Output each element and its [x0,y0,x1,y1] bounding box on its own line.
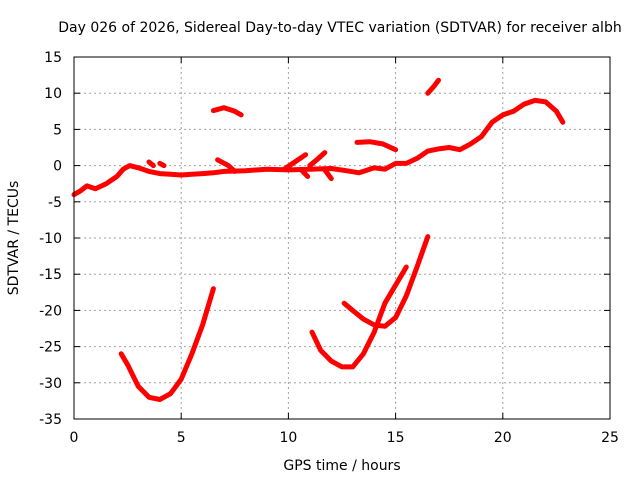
series-segment-e [307,150,328,169]
y-tick-label: 5 [53,122,62,138]
series-segment-h [215,157,238,174]
chart-title: Day 026 of 2026, Sidereal Day-to-day VTE… [58,20,621,36]
grid-lines [74,57,610,419]
y-tick-label: -15 [39,267,62,283]
series-main-trace [71,97,566,198]
x-tick-label: 0 [70,430,79,446]
series-arc-3 [341,234,431,329]
y-tick-label: -25 [39,340,62,356]
x-tick-label: 5 [177,430,186,446]
x-axis-label: GPS time / hours [283,458,400,474]
y-tick-label: 10 [44,86,62,102]
x-tick-label: 20 [494,430,512,446]
axis-ticks [73,56,611,420]
y-tick-label: -20 [39,303,62,319]
series-segment-c [354,139,399,153]
series-segment-d [281,152,309,172]
y-tick-label: 15 [44,50,62,66]
data-series [71,77,566,402]
series-segment-b [425,77,441,96]
x-tick-label: 25 [601,430,619,446]
series-segment-f [298,167,311,179]
y-tick-label: -10 [39,231,62,247]
tick-labels: 0 5 10 15 20 25 -35 -30 -25 -20 -15 -10 -5 0 5 10 15 [39,50,619,446]
x-tick-label: 15 [387,430,405,446]
series-arc-2 [309,264,409,370]
y-tick-label: -30 [39,376,62,392]
y-tick-label: -35 [39,412,62,428]
series-arc-1 [118,286,216,402]
y-tick-label: -5 [48,195,62,211]
x-tick-label: 10 [279,430,297,446]
y-tick-label: 0 [53,159,62,175]
series-segment-j [157,160,167,169]
series-segment-a [210,105,244,118]
series-segment-i [146,159,156,169]
y-axis-label: SDTVAR / TECUs [6,181,22,296]
series-segment-g [322,167,334,182]
